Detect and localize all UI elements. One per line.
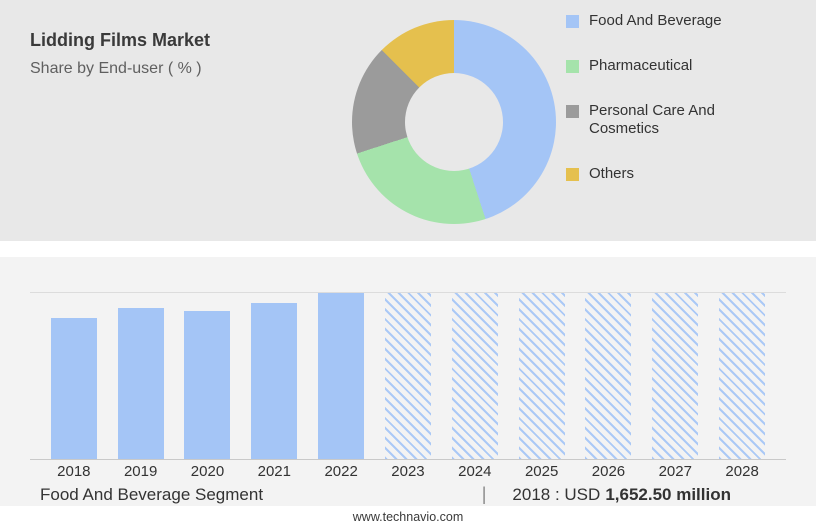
bar-2026-forecast [585, 293, 632, 459]
bar-2022 [318, 293, 365, 459]
legend-label: Food And Beverage [589, 12, 722, 29]
caption-row: Food And Beverage Segment | 2018 : USD 1,… [40, 484, 731, 505]
legend-swatch-icon [566, 15, 579, 28]
footer-website: www.technavio.com [352, 510, 464, 524]
year-label: 2027 [658, 463, 692, 480]
legend-item: Food And Beverage [566, 12, 766, 31]
legend-swatch-icon [566, 59, 579, 73]
legend-swatch-icon [566, 104, 579, 118]
bar-2019 [117, 307, 164, 459]
page-title: Lidding Films Market [30, 30, 211, 50]
segment-label: Food And Beverage Segment [40, 485, 264, 504]
year-label: 2019 [123, 463, 158, 480]
page-subtitle: Share by End-user ( % ) [30, 60, 202, 77]
legend-label: Personal Care And Cosmetics [589, 101, 715, 138]
legend-label: Others [589, 165, 635, 182]
caption-value-bold: 1,652.50 million [605, 485, 731, 504]
caption-separator: | [481, 484, 487, 504]
bar-2021 [251, 302, 298, 459]
bar-2028-forecast [719, 293, 766, 459]
donut-chart-panel: Lidding Films Market Share by End-user (… [0, 0, 816, 241]
year-label: 2026 [591, 463, 626, 480]
title-block: Lidding Films Market Share by End-user (… [30, 30, 210, 78]
caption-value-group: | 2018 : USD 1,652.50 million [482, 484, 731, 505]
year-label: 2021 [257, 463, 291, 480]
bar-2020 [184, 311, 231, 459]
caption-value-prefix: 2018 : USD [512, 485, 601, 504]
year-label: 2022 [324, 463, 358, 480]
legend-label: Pharmaceutical [589, 56, 693, 74]
donut-hole [405, 73, 503, 171]
bar-plot [30, 292, 786, 460]
legend-item: Pharmaceutical [566, 57, 766, 76]
donut-legend: Food And Beverage Pharmaceutical Personal … [566, 12, 766, 184]
bar-2025-forecast [518, 293, 565, 459]
footer-bar: www.technavio.com [0, 506, 816, 528]
bar-2027-forecast [652, 293, 699, 459]
bar-2024-forecast [451, 293, 498, 459]
year-label: 2018 [57, 463, 91, 480]
legend-item: Personal Care And Cosmetics [566, 102, 766, 140]
bar-2023-forecast [384, 293, 431, 459]
year-label: 2028 [725, 463, 759, 480]
caption-value: 2018 : USD 1,652.50 million [512, 485, 731, 505]
donut-chart-wrap [352, 20, 556, 224]
legend-item: Others [566, 165, 766, 184]
year-label: 2024 [458, 463, 492, 480]
bar-labels: 2018 2019 2020 2021 2022 2023 2024 2025 2026 2027… [30, 463, 786, 480]
bar-2018 [50, 317, 97, 459]
year-label: 2020 [190, 463, 225, 480]
legend-swatch-icon [566, 168, 579, 181]
year-label: 2025 [524, 463, 559, 480]
year-label: 2023 [391, 463, 425, 480]
bar-chart-panel: 2018 2019 2020 2021 2022 2023 2024 2025 2026 2027… [0, 257, 816, 506]
